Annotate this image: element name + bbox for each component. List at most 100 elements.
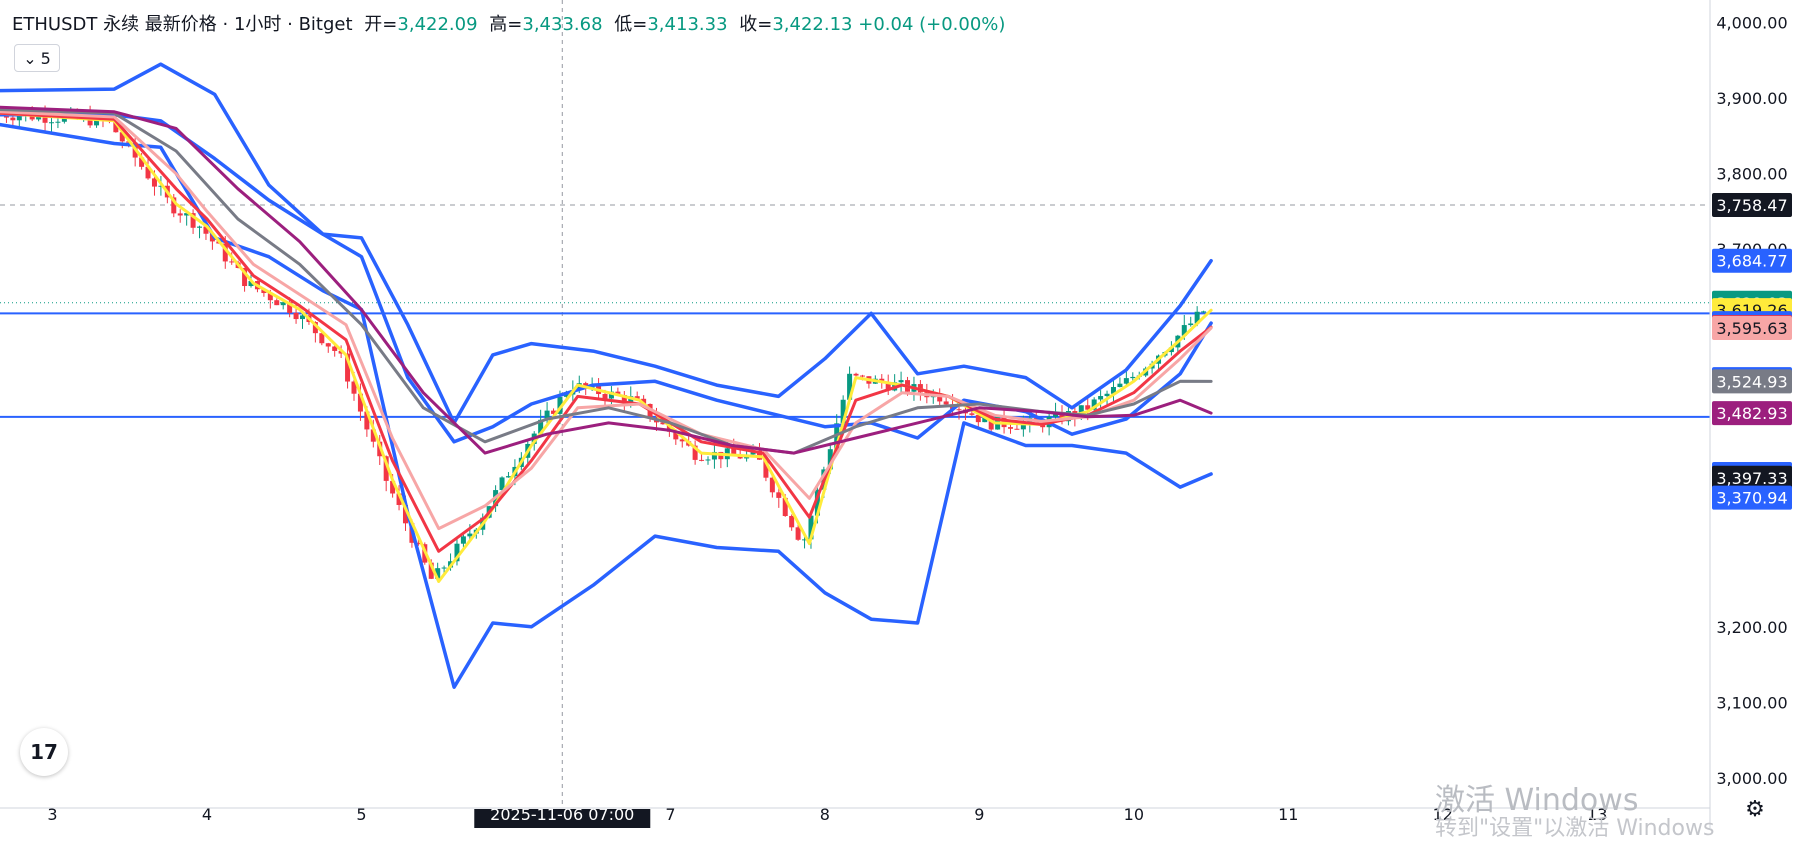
candle-body: [332, 346, 338, 351]
price-label-bg: [1712, 465, 1792, 490]
crosshair-time-text: 2025-11-06 07:00: [490, 805, 634, 824]
price-label-tag: 3,684.77: [1712, 248, 1792, 273]
candle-body: [1181, 325, 1187, 336]
candle-body: [415, 542, 421, 545]
price-label-text: 3,370.94: [1716, 489, 1787, 508]
time-tick-label: 13: [1587, 805, 1607, 824]
candle-body: [840, 399, 846, 424]
price-label-bg: [1712, 248, 1792, 273]
candle-body: [666, 424, 672, 432]
price-label-text: 3,524.93: [1716, 372, 1787, 391]
candle-body: [988, 415, 994, 430]
indicators-collapse-button[interactable]: ⌄ 5: [14, 44, 60, 72]
candle-body: [827, 449, 833, 470]
price-label-bg: [1712, 316, 1792, 341]
candle-body: [383, 456, 389, 481]
price-tick-label: 3,000.00: [1716, 769, 1787, 788]
price-tick-label: 3,800.00: [1716, 165, 1787, 184]
indicator-line-6: [0, 108, 1213, 455]
candle-body: [802, 539, 808, 541]
time-tick-label: 12: [1433, 805, 1453, 824]
candle-body: [1059, 412, 1065, 422]
candle-body: [1091, 399, 1097, 410]
price-label-text: 3,758.47: [1716, 196, 1787, 215]
low-value: 3,413.33: [647, 14, 728, 35]
candle-body: [42, 115, 48, 123]
price-label-tag: 3,758.47: [1712, 193, 1792, 218]
candle-body: [782, 497, 788, 516]
indicator-line-0: [0, 62, 1213, 425]
candle-body: [209, 233, 215, 242]
candle-body: [602, 394, 608, 399]
candle-body: [467, 533, 473, 537]
candle-body: [673, 431, 679, 440]
candle-body: [692, 445, 698, 460]
price-label-tag: 3,397.33: [1712, 465, 1792, 490]
crosshair-time-label: 2025-11-06 07:00: [474, 805, 651, 828]
candle-body: [969, 413, 975, 415]
candle-body: [544, 410, 550, 420]
time-axis[interactable]: 3 4 5 7 8 9 10 11 12 13 2025-11-06 07:00: [0, 805, 1710, 828]
change-value: +0.04 (+0.00%): [858, 14, 1006, 35]
price-label-text: 3,482.93: [1716, 404, 1787, 423]
candle-body: [1168, 347, 1174, 353]
candle-body: [16, 116, 22, 121]
candle-body: [705, 459, 711, 461]
indicator-count: 5: [40, 48, 51, 68]
candle-body: [615, 391, 621, 396]
candle-body: [943, 401, 949, 405]
candle-body: [583, 383, 589, 388]
candle-body: [776, 492, 782, 498]
candle-body: [641, 398, 647, 404]
candle-body: [538, 419, 544, 434]
candle-body: [982, 415, 988, 423]
candle-body: [145, 166, 151, 179]
indicator-line-7: [0, 105, 1213, 455]
candle-body: [711, 451, 717, 460]
candle-body: [956, 409, 962, 411]
candle-body: [55, 121, 61, 123]
open-label: 开=: [364, 14, 398, 35]
candle-body: [370, 429, 376, 442]
candle-body: [261, 289, 267, 294]
candle-body: [229, 261, 235, 263]
candle-body: [48, 122, 54, 124]
chart-settings-icon[interactable]: ⚙: [1745, 797, 1765, 822]
candle-body: [1110, 387, 1116, 394]
candle-body: [312, 322, 318, 334]
candle-body: [1130, 376, 1136, 379]
candle-body: [267, 293, 273, 301]
candle-body: [287, 302, 293, 313]
candle-body: [390, 480, 396, 494]
candle-body: [351, 381, 357, 394]
candle-body: [1194, 311, 1200, 324]
time-tick-label: 7: [665, 805, 675, 824]
price-label-tag: 3,524.93: [1712, 369, 1792, 394]
price-tick-label: 3,200.00: [1716, 618, 1787, 637]
indicator-line-1: [0, 113, 1213, 444]
symbol-title[interactable]: ETHUSDT 永续 最新价格 · 1小时 · Bitget: [12, 14, 353, 35]
time-tick-label: 5: [356, 805, 366, 824]
price-label-tag: 3,595.63: [1712, 316, 1792, 341]
high-label: 高=: [489, 14, 523, 35]
candle-body: [441, 567, 447, 569]
candle-body: [203, 226, 209, 234]
candle-body: [435, 568, 441, 579]
candle-body: [499, 477, 505, 491]
candle-body: [293, 312, 299, 320]
indicator-line-5: [0, 110, 1213, 531]
candle-body: [1104, 393, 1110, 397]
candle-body: [853, 373, 859, 376]
crosshair-time-bg: [474, 809, 651, 828]
candle-body: [679, 439, 685, 442]
open-value: 3,422.09: [397, 14, 478, 35]
tradingview-logo-icon[interactable]: 17: [20, 728, 68, 776]
candle-body: [731, 448, 737, 455]
candle-body: [357, 393, 363, 412]
symbol-legend: ETHUSDT 永续 最新价格 · 1小时 · Bitget 开=3,422.0…: [12, 10, 1005, 36]
price-label-tag: 3,482.93: [1712, 401, 1792, 426]
time-tick-label: 8: [820, 805, 830, 824]
price-label-text: 3,684.77: [1716, 252, 1787, 271]
candlesticks: [0, 105, 1207, 580]
